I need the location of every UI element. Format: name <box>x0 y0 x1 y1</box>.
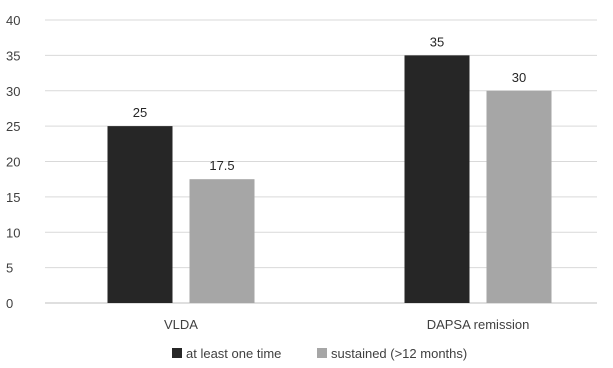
bar-vlda-series-0 <box>107 126 173 303</box>
bar-dapsa-remission-series-1 <box>486 90 552 303</box>
y-tick-label: 15 <box>6 190 20 205</box>
x-category-label: DAPSA remission <box>427 317 530 332</box>
y-tick-label: 0 <box>6 296 13 311</box>
y-tick-label: 10 <box>6 225 20 240</box>
bars <box>107 55 552 303</box>
legend-label: at least one time <box>186 346 281 361</box>
data-label: 35 <box>430 34 444 49</box>
legend: at least one time sustained (>12 months) <box>172 346 467 361</box>
data-label: 25 <box>133 105 147 120</box>
legend-label: sustained (>12 months) <box>331 346 467 361</box>
legend-swatch <box>317 348 327 358</box>
x-category-label: VLDA <box>164 317 198 332</box>
y-tick-label: 20 <box>6 155 20 170</box>
y-tick-label: 40 <box>6 13 20 28</box>
data-label: 17.5 <box>209 158 234 173</box>
y-tick-label: 30 <box>6 84 20 99</box>
data-labels: 25 35 17.5 30 <box>133 34 526 173</box>
y-axis-ticks: 0 5 10 15 20 25 30 35 40 <box>6 13 20 311</box>
y-tick-label: 5 <box>6 261 13 276</box>
legend-swatch <box>172 348 182 358</box>
bar-dapsa-remission-series-0 <box>404 55 470 303</box>
x-axis-categories: VLDA DAPSA remission <box>164 317 529 332</box>
bar-vlda-series-1 <box>189 179 255 303</box>
data-label: 30 <box>512 70 526 85</box>
y-tick-label: 35 <box>6 48 20 63</box>
y-tick-label: 25 <box>6 119 20 134</box>
